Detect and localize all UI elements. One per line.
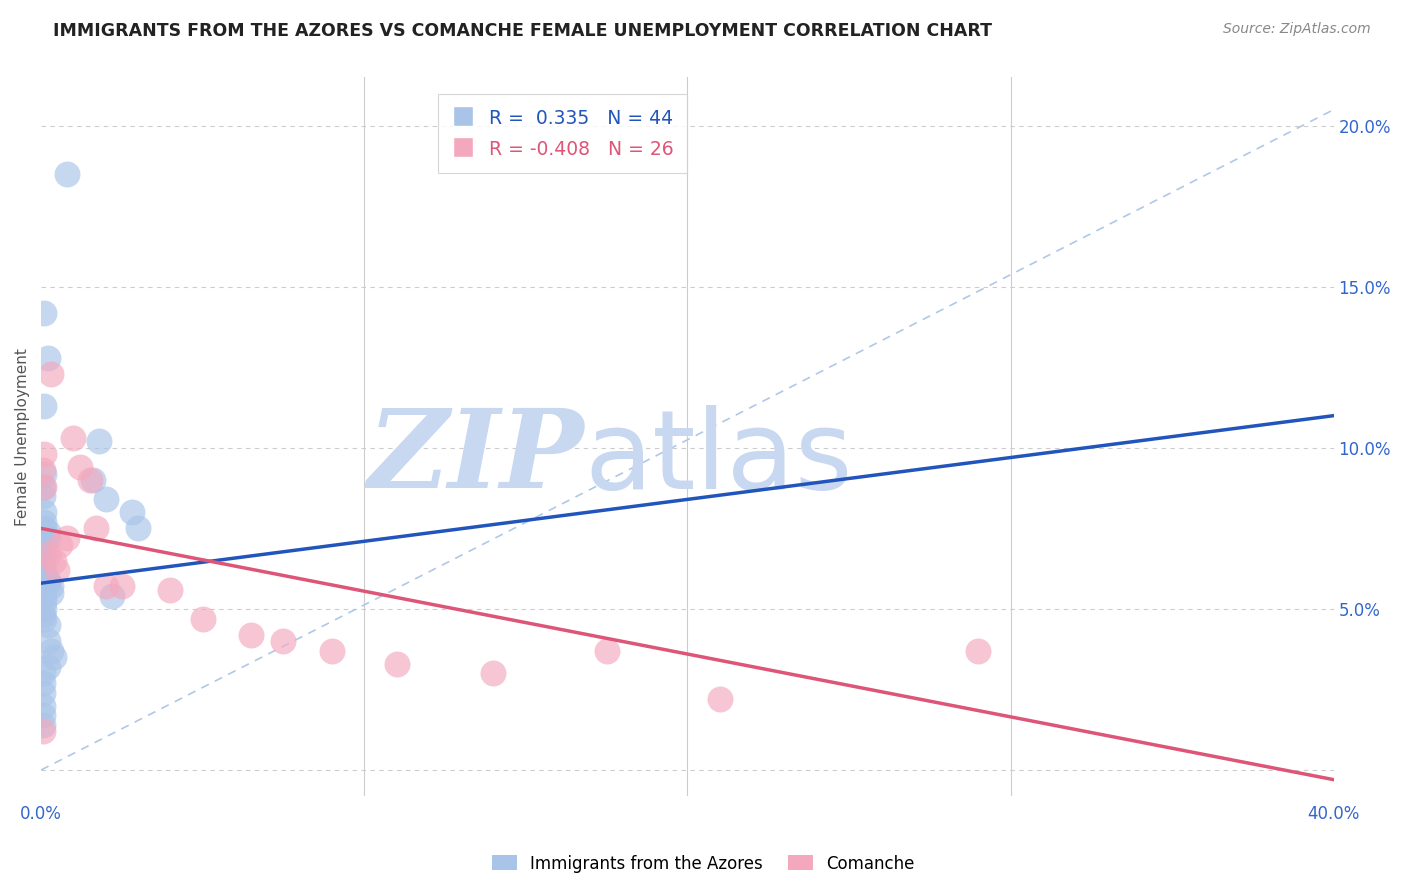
Point <box>34 467 56 481</box>
Point <box>31 686 53 700</box>
Point <box>31 724 53 739</box>
Point <box>34 399 56 413</box>
Text: atlas: atlas <box>583 405 852 512</box>
Point <box>84 521 107 535</box>
Point <box>42 553 65 567</box>
Point <box>31 708 53 723</box>
Point <box>69 460 91 475</box>
Point <box>37 576 59 591</box>
Point <box>37 573 59 587</box>
Point <box>34 537 56 551</box>
Point <box>37 634 59 648</box>
Point <box>32 505 55 519</box>
Point <box>31 463 53 477</box>
Point <box>273 634 295 648</box>
Point <box>34 563 56 577</box>
Point <box>37 531 59 545</box>
Point <box>31 489 53 503</box>
Point <box>31 547 53 561</box>
Point <box>34 479 56 493</box>
Point <box>595 644 617 658</box>
Y-axis label: Female Unemployment: Female Unemployment <box>15 348 30 525</box>
Point <box>111 579 134 593</box>
Point <box>240 628 263 642</box>
Point <box>39 644 62 658</box>
Point <box>34 595 56 609</box>
Point <box>34 611 56 625</box>
Point <box>62 431 84 445</box>
Point <box>34 305 56 319</box>
Point <box>709 692 731 706</box>
Point <box>34 515 56 529</box>
Point <box>321 644 343 658</box>
Point <box>79 473 101 487</box>
Point <box>37 351 59 365</box>
Point <box>31 479 53 493</box>
Text: Source: ZipAtlas.com: Source: ZipAtlas.com <box>1223 22 1371 37</box>
Point <box>159 582 181 597</box>
Point <box>31 698 53 713</box>
Point <box>967 644 990 658</box>
Point <box>101 589 124 603</box>
Text: ZIP: ZIP <box>367 404 583 512</box>
Point <box>31 718 53 732</box>
Point <box>82 473 104 487</box>
Point <box>56 531 79 545</box>
Point <box>34 570 56 584</box>
Legend: R =  0.335   N = 44, R = -0.408   N = 26: R = 0.335 N = 44, R = -0.408 N = 26 <box>439 94 686 173</box>
Point <box>39 367 62 381</box>
Point <box>46 563 69 577</box>
Point <box>37 660 59 674</box>
Point <box>34 547 56 561</box>
Point <box>37 618 59 632</box>
Point <box>56 167 79 181</box>
Point <box>42 650 65 665</box>
Point <box>385 657 408 671</box>
Point <box>31 666 53 681</box>
Text: IMMIGRANTS FROM THE AZORES VS COMANCHE FEMALE UNEMPLOYMENT CORRELATION CHART: IMMIGRANTS FROM THE AZORES VS COMANCHE F… <box>53 22 993 40</box>
Point <box>191 611 214 625</box>
Point <box>482 666 505 681</box>
Point <box>94 579 117 593</box>
Point <box>127 521 149 535</box>
Point <box>39 579 62 593</box>
Point <box>49 537 72 551</box>
Point <box>37 547 59 561</box>
Point <box>31 676 53 690</box>
Point <box>89 434 111 449</box>
Point <box>94 492 117 507</box>
Point <box>39 586 62 600</box>
Legend: Immigrants from the Azores, Comanche: Immigrants from the Azores, Comanche <box>485 848 921 880</box>
Point <box>121 505 143 519</box>
Point <box>34 521 56 535</box>
Point <box>34 589 56 603</box>
Point <box>31 608 53 623</box>
Point <box>31 557 53 571</box>
Point <box>34 602 56 616</box>
Point <box>37 524 59 539</box>
Point <box>34 447 56 461</box>
